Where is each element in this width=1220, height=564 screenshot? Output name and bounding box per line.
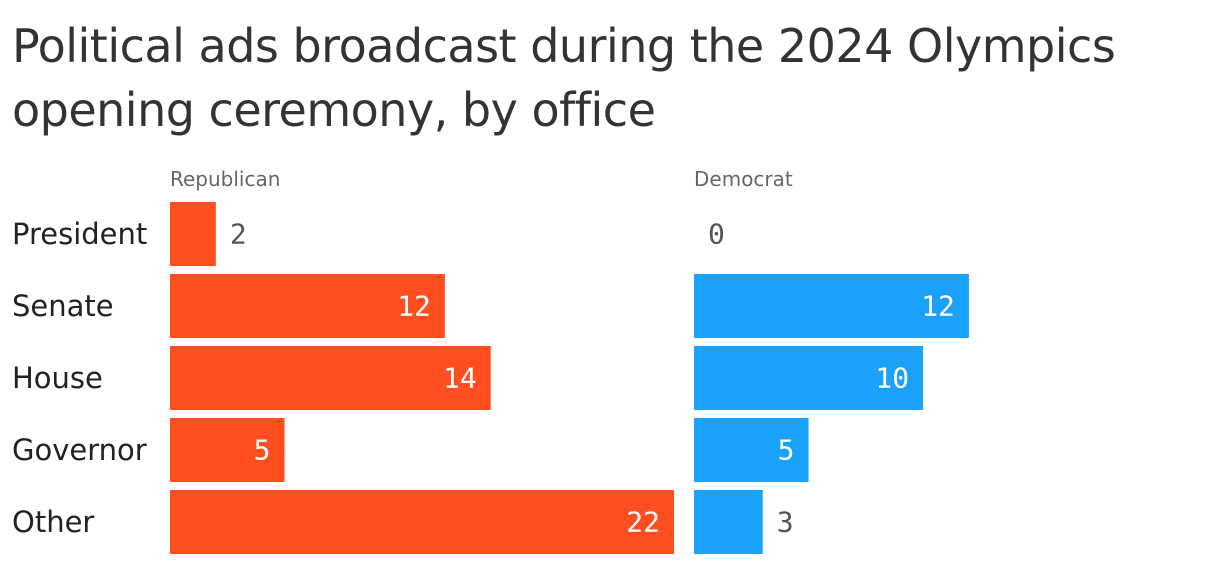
value-label-democrat-house: 10 — [875, 362, 909, 395]
panel-democrat: Democrat 0 12 10 5 3 — [694, 167, 969, 554]
value-label-democrat-other: 3 — [777, 506, 794, 539]
value-label-democrat-governor: 5 — [778, 434, 795, 467]
value-label-democrat-president: 0 — [708, 218, 725, 251]
bar-democrat-governor — [694, 418, 809, 482]
bar-democrat-house — [694, 346, 924, 410]
value-label-republican-governor: 5 — [254, 434, 271, 467]
series-label-republican: Republican — [170, 167, 280, 191]
bar-democrat-other — [694, 490, 763, 554]
bar-republican-senate — [170, 274, 445, 338]
panel-republican: Republican 2 12 14 5 22 — [170, 167, 674, 554]
bar-republican-house — [170, 346, 491, 410]
category-label-governor: Governor — [12, 433, 147, 467]
series-label-democrat: Democrat — [694, 167, 793, 191]
bar-democrat-senate — [694, 274, 969, 338]
category-label-house: House — [12, 361, 103, 395]
value-label-republican-senate: 12 — [397, 290, 431, 323]
category-label-other: Other — [12, 505, 94, 539]
category-label-president: President — [12, 217, 147, 251]
value-label-republican-house: 14 — [443, 362, 477, 395]
value-label-republican-other: 22 — [626, 506, 660, 539]
bar-republican-president — [170, 202, 216, 266]
value-label-democrat-senate: 12 — [921, 290, 955, 323]
bar-republican-other — [170, 490, 674, 554]
chart-panels: Republican 2 12 14 5 22 Democrat 0 12 10 5 3 — [170, 167, 969, 554]
bar-republican-governor — [170, 418, 285, 482]
category-labels: President Senate House Governor Other — [12, 217, 147, 539]
value-label-republican-president: 2 — [230, 218, 247, 251]
chart-title: Political ads broadcast during the 2024 … — [12, 19, 1116, 137]
category-label-senate: Senate — [12, 289, 114, 323]
